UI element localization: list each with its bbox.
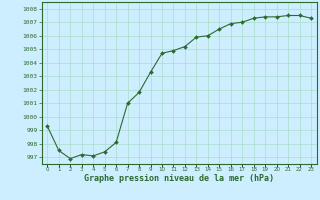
X-axis label: Graphe pression niveau de la mer (hPa): Graphe pression niveau de la mer (hPa) bbox=[84, 174, 274, 183]
